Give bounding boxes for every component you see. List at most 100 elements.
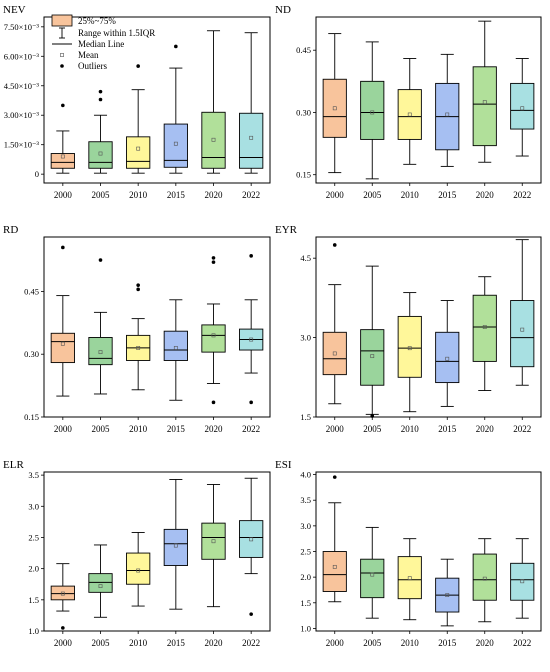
mean-marker <box>520 327 525 332</box>
iqr-box <box>50 332 75 364</box>
box-2005 <box>360 265 385 418</box>
x-tick-label: 2005 <box>363 638 382 648</box>
outlier-point <box>332 243 337 247</box>
y-tick-label: 0.15 <box>296 170 311 180</box>
box-2020 <box>201 484 226 608</box>
mean-marker <box>136 146 141 151</box>
x-tick-label: 2022 <box>513 190 531 200</box>
y-tick-label: 2.0 <box>28 564 39 574</box>
mean-marker <box>445 593 450 597</box>
iqr-box <box>322 551 347 592</box>
iqr-box <box>239 520 264 558</box>
outlier-point <box>98 258 103 262</box>
box-2015 <box>163 479 188 610</box>
y-tick-label: 7.50×10⁻³ <box>4 22 40 32</box>
x-tick-label: 2010 <box>401 424 420 434</box>
plot-frame <box>315 16 542 184</box>
mean-marker <box>332 106 337 111</box>
x-tick-label: 2015 <box>167 190 186 200</box>
plot-frame <box>315 236 542 418</box>
x-tick-label: 2015 <box>438 638 457 648</box>
legend-median-label: Median Line <box>78 39 124 49</box>
x-tick-label: 2022 <box>242 424 260 434</box>
outlier-point <box>136 283 140 287</box>
iqr-box <box>201 324 226 353</box>
box-2022 <box>510 538 535 619</box>
x-tick-label: 2010 <box>401 190 420 200</box>
mean-marker <box>370 354 375 359</box>
legend-box-label: 25%~75% <box>78 16 116 26</box>
panel-title: ELR <box>3 459 24 471</box>
iqr-box <box>510 300 535 368</box>
mean-marker <box>211 539 216 544</box>
y-tick-label: 4.5 <box>300 253 311 263</box>
box-2015 <box>435 53 460 167</box>
outlier-point <box>249 400 253 405</box>
x-tick-label: 2020 <box>476 190 495 200</box>
mean-marker <box>173 543 178 548</box>
box-2000 <box>50 563 75 630</box>
outlier-point <box>249 612 253 616</box>
mean-marker <box>482 100 487 104</box>
mean-marker <box>60 154 65 159</box>
legend-outliers-label: Outliers <box>78 61 107 71</box>
x-tick-label: 2020 <box>476 638 495 648</box>
y-tick-label: 2.0 <box>300 572 311 582</box>
box-2010 <box>397 538 422 621</box>
iqr-box <box>397 89 422 140</box>
chart-panel-elr: 1.0 1.5 2.0 2.5 3.0 3.5 2000 2005 2010 2015 2020 20… <box>3 459 271 648</box>
panel-title: ESI <box>275 459 292 471</box>
y-tick-label: 3.5 <box>28 470 39 480</box>
mean-marker <box>173 346 178 350</box>
mean-marker <box>370 110 375 115</box>
box-2000 <box>322 475 347 603</box>
box-2010 <box>126 532 151 607</box>
outlier-point <box>98 97 103 102</box>
box-2010 <box>126 283 151 391</box>
y-tick-label: 1.5 <box>28 595 39 605</box>
x-tick-label: 2015 <box>438 424 457 434</box>
y-tick-label: 0.45 <box>24 286 39 296</box>
iqr-box <box>163 330 188 361</box>
x-tick-label: 2000 <box>326 190 345 200</box>
iqr-box <box>360 80 385 140</box>
outlier-point <box>249 254 253 258</box>
mean-marker <box>445 356 450 361</box>
x-tick-label: 2000 <box>54 424 73 434</box>
outlier-point <box>211 260 216 264</box>
box-2020 <box>201 30 226 174</box>
outlier-point <box>174 44 178 49</box>
y-tick-label: 0.45 <box>296 45 311 55</box>
iqr-box <box>397 556 422 600</box>
box-2000 <box>322 243 347 405</box>
legend-mean-icon <box>60 53 64 57</box>
box-2022 <box>510 58 535 157</box>
mean-marker <box>407 112 412 117</box>
mean-marker <box>211 333 216 338</box>
x-tick-label: 2010 <box>129 638 148 648</box>
mean-marker <box>98 584 103 589</box>
mean-marker <box>136 568 141 573</box>
box-2020 <box>472 538 497 623</box>
x-tick-label: 2000 <box>54 190 73 200</box>
iqr-box <box>322 78 347 138</box>
chart-panel-nd: 0.15 0.30 0.45 2000 2005 2010 2015 2020 2022 ND <box>275 4 542 200</box>
box-2022 <box>239 32 264 174</box>
x-tick-label: 2010 <box>129 190 148 200</box>
plot-frame <box>315 471 542 632</box>
legend-mean-label: Mean <box>78 50 99 60</box>
chart-panel-rd: 0.15 0.30 0.45 2000 2005 2010 2015 2020 2022 RD <box>3 224 271 434</box>
box-2010 <box>397 292 422 413</box>
y-tick-label: 1.0 <box>300 623 311 633</box>
mean-marker <box>98 151 103 156</box>
x-tick-label: 2020 <box>205 638 224 648</box>
outlier-point <box>332 475 337 479</box>
y-tick-label: 1.5 <box>300 412 311 422</box>
legend-box-swatch <box>51 14 73 27</box>
mean-marker <box>407 346 412 351</box>
box-2010 <box>397 58 422 165</box>
x-tick-label: 2010 <box>401 638 420 648</box>
mean-marker <box>332 564 337 569</box>
mean-marker <box>98 350 103 355</box>
